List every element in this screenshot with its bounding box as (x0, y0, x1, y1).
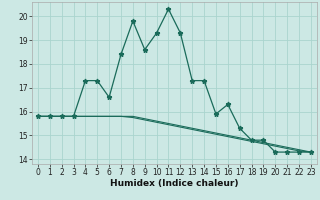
X-axis label: Humidex (Indice chaleur): Humidex (Indice chaleur) (110, 179, 239, 188)
